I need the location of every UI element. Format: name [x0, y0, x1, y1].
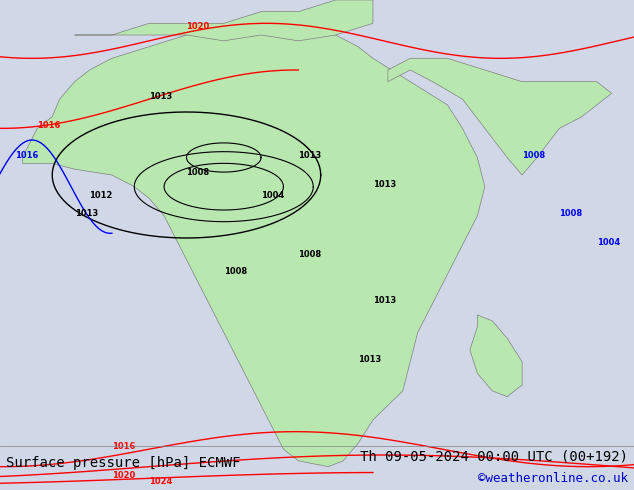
- Text: 1013: 1013: [358, 355, 381, 364]
- Text: 1013: 1013: [373, 296, 396, 305]
- Text: 1020: 1020: [112, 471, 135, 480]
- Text: 1004: 1004: [597, 238, 620, 247]
- Text: 1016: 1016: [15, 150, 38, 160]
- Text: 1013: 1013: [299, 150, 321, 160]
- Text: 1008: 1008: [186, 168, 210, 177]
- Polygon shape: [22, 29, 485, 466]
- Text: 1013: 1013: [149, 92, 172, 101]
- Text: 1020: 1020: [186, 22, 210, 31]
- Text: 1024: 1024: [149, 477, 172, 486]
- Text: Th 09-05-2024 00:00 UTC (00+192): Th 09-05-2024 00:00 UTC (00+192): [359, 449, 628, 463]
- Text: 1013: 1013: [373, 180, 396, 189]
- Text: Surface pressure [hPa] ECMWF: Surface pressure [hPa] ECMWF: [6, 456, 241, 470]
- Polygon shape: [388, 58, 612, 175]
- Text: 1016: 1016: [112, 442, 135, 451]
- Polygon shape: [470, 315, 522, 397]
- Text: ©weatheronline.co.uk: ©weatheronline.co.uk: [477, 472, 628, 485]
- Text: 1004: 1004: [261, 191, 284, 200]
- Text: 1008: 1008: [522, 150, 545, 160]
- Text: 1008: 1008: [224, 267, 247, 276]
- Text: 1008: 1008: [299, 250, 321, 259]
- Text: 1008: 1008: [559, 209, 583, 218]
- Text: 1016: 1016: [37, 122, 61, 130]
- Text: 1012: 1012: [89, 191, 113, 200]
- Text: 1013: 1013: [75, 209, 98, 218]
- Polygon shape: [75, 0, 373, 41]
